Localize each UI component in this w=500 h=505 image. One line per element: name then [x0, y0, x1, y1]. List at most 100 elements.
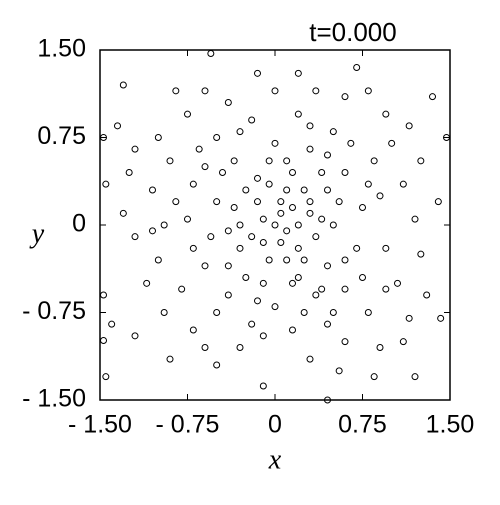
point — [201, 344, 209, 351]
point — [394, 279, 401, 287]
point — [370, 157, 378, 165]
point — [265, 256, 273, 264]
point — [329, 221, 337, 229]
point — [224, 262, 232, 270]
x-tick-label: 0 — [268, 411, 282, 439]
point — [131, 233, 139, 241]
point — [125, 169, 133, 176]
point — [306, 145, 314, 153]
point — [405, 314, 413, 322]
point — [300, 309, 308, 316]
y-tick-label: - 1.50 — [22, 385, 86, 413]
point — [289, 326, 296, 334]
point — [382, 285, 390, 293]
point — [119, 209, 127, 217]
point — [294, 221, 302, 229]
point — [207, 50, 215, 57]
point — [289, 279, 296, 287]
point — [347, 139, 355, 147]
point — [254, 174, 261, 182]
point — [100, 337, 107, 344]
point — [189, 326, 197, 334]
point — [265, 180, 273, 188]
point — [329, 128, 337, 136]
point — [160, 221, 168, 229]
point — [437, 314, 445, 322]
point — [100, 291, 107, 299]
point — [283, 256, 291, 264]
point — [399, 180, 407, 188]
chart-title: t=0.000 — [309, 17, 396, 47]
point — [300, 186, 308, 194]
x-axis-label: x — [268, 444, 282, 475]
point — [359, 204, 366, 211]
point — [254, 69, 261, 77]
point — [259, 382, 267, 390]
point — [242, 274, 250, 281]
point — [341, 338, 349, 346]
point — [259, 279, 267, 287]
point — [306, 355, 314, 363]
point — [341, 169, 349, 176]
point — [259, 215, 267, 223]
point — [306, 209, 314, 217]
point — [306, 198, 314, 206]
point — [364, 180, 372, 188]
point — [324, 320, 331, 328]
point — [318, 169, 326, 176]
point — [213, 134, 221, 141]
point — [429, 93, 436, 101]
point — [224, 99, 232, 106]
point — [294, 244, 302, 252]
point — [195, 145, 203, 153]
point — [359, 274, 366, 281]
point — [172, 198, 180, 206]
point — [236, 221, 244, 229]
point — [230, 157, 238, 165]
point — [283, 157, 291, 165]
point — [283, 227, 291, 235]
point — [353, 64, 361, 71]
point — [312, 233, 320, 241]
point — [283, 186, 291, 194]
point — [277, 239, 285, 246]
point — [289, 169, 296, 176]
y-tick-label: 0.75 — [37, 122, 86, 150]
point — [376, 192, 384, 200]
point — [242, 186, 250, 194]
plot-frame — [99, 49, 451, 401]
point — [154, 256, 162, 264]
point — [329, 309, 337, 316]
point — [236, 344, 244, 351]
point — [254, 198, 261, 206]
point — [318, 285, 326, 293]
point — [417, 157, 425, 165]
point — [271, 87, 279, 95]
point — [230, 204, 238, 211]
y-tick-label: - 0.75 — [22, 297, 86, 325]
point — [353, 244, 361, 252]
point — [294, 69, 302, 77]
point — [324, 151, 331, 159]
point — [294, 110, 302, 118]
point — [189, 244, 197, 252]
point — [102, 180, 110, 188]
point — [382, 244, 390, 252]
point — [370, 373, 378, 381]
point — [405, 122, 413, 130]
point — [324, 262, 331, 270]
point — [324, 396, 331, 404]
point — [271, 221, 279, 229]
point — [154, 134, 162, 141]
point — [341, 285, 349, 293]
point — [102, 373, 110, 381]
point — [364, 309, 372, 316]
point — [335, 367, 343, 375]
point — [388, 139, 396, 147]
point — [300, 256, 308, 264]
point — [184, 215, 191, 223]
point — [259, 332, 267, 340]
point — [271, 139, 279, 147]
point — [411, 373, 419, 381]
